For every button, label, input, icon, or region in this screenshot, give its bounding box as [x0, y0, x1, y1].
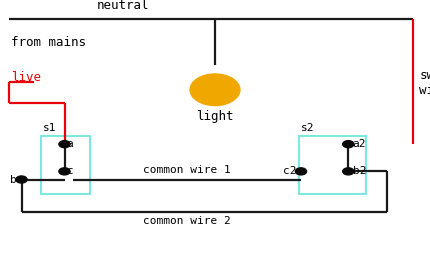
Text: neutral: neutral: [96, 0, 149, 12]
Text: c: c: [67, 166, 74, 176]
Text: live: live: [11, 71, 41, 84]
Circle shape: [190, 74, 240, 106]
Text: from mains: from mains: [11, 36, 86, 49]
Circle shape: [295, 168, 307, 175]
Circle shape: [343, 168, 354, 175]
Text: a: a: [67, 139, 74, 149]
Text: common wire 2: common wire 2: [143, 216, 231, 226]
Text: s2: s2: [301, 123, 314, 133]
Text: b: b: [10, 175, 17, 184]
Circle shape: [59, 168, 70, 175]
Text: s1: s1: [43, 123, 56, 133]
Text: switch
wire: switch wire: [419, 69, 430, 97]
Text: common wire 1: common wire 1: [143, 165, 231, 175]
Bar: [41, 136, 90, 194]
Bar: [299, 136, 366, 194]
Circle shape: [59, 141, 70, 148]
Circle shape: [16, 176, 27, 183]
Text: c2: c2: [283, 166, 297, 176]
Text: b2: b2: [353, 166, 366, 176]
Circle shape: [343, 141, 354, 148]
Text: a2: a2: [353, 139, 366, 149]
Text: light: light: [196, 110, 234, 123]
